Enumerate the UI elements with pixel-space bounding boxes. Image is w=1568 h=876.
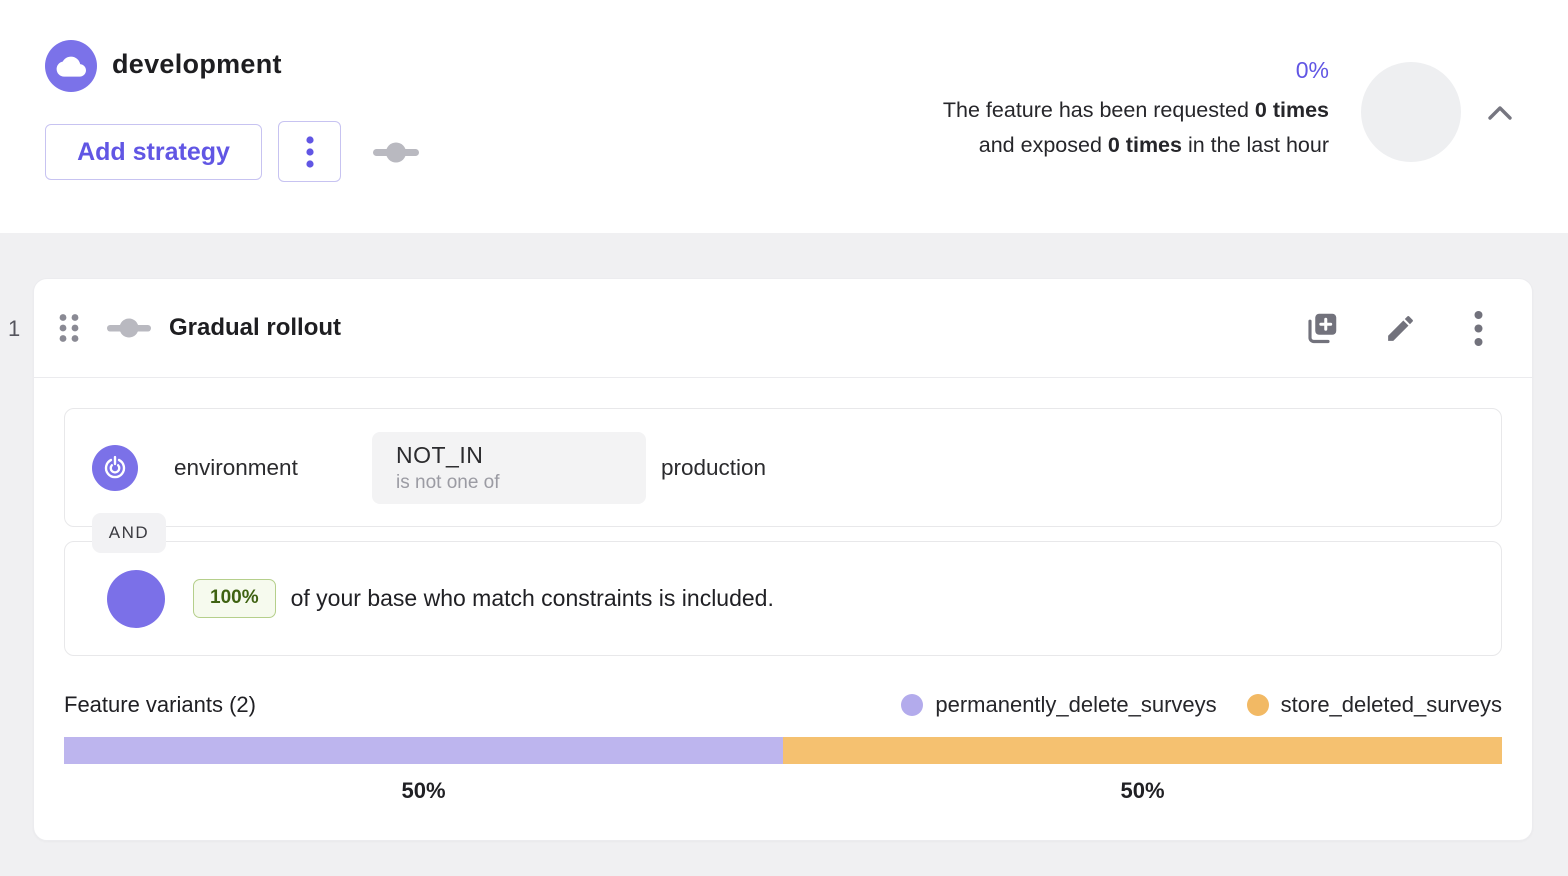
legend-label: store_deleted_surveys [1280,692,1502,717]
legend-dot [1246,694,1269,716]
operator-name: NOT_IN [396,441,484,468]
add-strategy-button[interactable]: Add strategy [45,124,262,180]
exposed-count: 0 times [1107,133,1182,157]
edit-strategy-button[interactable] [1374,305,1426,351]
rollout-percentage-badge: 100% [193,579,276,618]
kebab-menu-icon [305,135,314,168]
environment-cloud-badge [45,40,97,92]
rollout-description: of your base who match constraints is in… [290,585,774,611]
environment-menu-button[interactable] [278,121,341,182]
legend-label: permanently_delete_surveys [935,692,1217,717]
environment-header: development Add strategy 0% The feature … [0,0,1568,233]
collapse-section-button[interactable] [1476,92,1524,134]
gradual-rollout-icon [107,318,151,338]
environment-title: development [112,49,282,79]
copy-plus-icon [1308,313,1337,344]
variant-percent-label: 50% [1120,778,1165,803]
rollout-strategy-icon [373,142,419,163]
drag-handle-icon[interactable] [58,313,80,343]
variant-split-bar [64,737,1502,764]
constraint-row: environment NOT_IN is not one of product… [64,408,1502,527]
variant-bar-segment [783,737,1502,764]
variants-header: Feature variants (2) permanently_delete_… [64,692,1502,718]
kebab-menu-icon [1474,310,1482,346]
variants-legend: permanently_delete_surveys store_deleted_… [901,692,1502,718]
variant-split-labels: 50% 50% [64,778,1502,804]
constraint-value: production [661,454,767,480]
metrics-percentage: 0% [1295,57,1329,83]
variant-bar-segment [64,737,783,764]
legend-item: permanently_delete_surveys [901,692,1217,718]
pencil-icon [1387,315,1413,341]
strategy-card-header: Gradual rollout [34,279,1532,378]
metrics-description: The feature has been requested 0 times a… [943,93,1329,163]
legend-dot [901,694,924,716]
constraint-operator-chip: NOT_IN is not one of [372,431,646,504]
strategy-menu-button[interactable] [1452,305,1504,351]
strategy-card: Gradual rollout [33,278,1533,841]
strategy-title: Gradual rollout [169,314,342,341]
metrics-line-2: and exposed 0 times in the last hour [978,133,1329,157]
legend-item: store_deleted_surveys [1246,692,1502,718]
metrics-donut-chart [1361,62,1461,162]
strategy-card-body: environment NOT_IN is not one of product… [34,378,1532,834]
operator-description: is not one of [396,471,500,493]
feature-metrics-summary: 0% The feature has been requested 0 time… [943,57,1329,163]
variant-percent-label: 50% [401,778,446,803]
and-separator-chip: AND [92,513,166,553]
chevron-up-icon [1488,106,1512,120]
metrics-line-1: The feature has been requested 0 times [942,98,1329,122]
copy-strategy-button[interactable] [1296,305,1348,351]
strategy-actions [1296,305,1504,351]
variants-title: Feature variants (2) [64,692,256,717]
rollout-pie-chart [107,569,165,628]
cloud-icon [56,56,86,77]
requested-count: 0 times [1254,98,1329,122]
rollout-row: 100% of your base who match constraints … [64,541,1502,656]
constraint-context-field: environment [174,454,298,480]
strategy-order-number: 1 [8,316,21,341]
constraint-target-icon [92,444,138,491]
